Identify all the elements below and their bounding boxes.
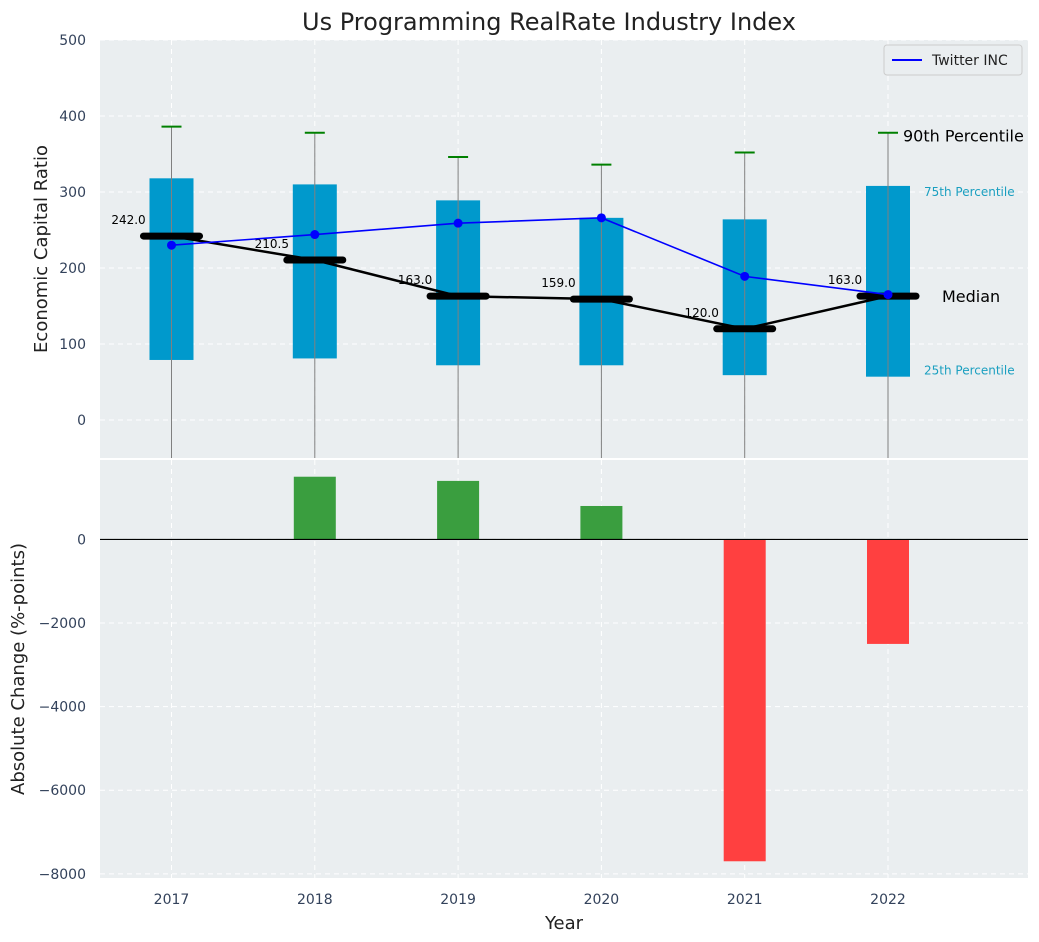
top-y-tick-label: 0 — [77, 413, 86, 429]
change-bar — [723, 539, 766, 862]
annotation-median: Median — [942, 287, 1000, 306]
x-tick-label: 2018 — [297, 892, 333, 908]
company-series-point — [596, 213, 606, 223]
legend-label-twitter-inc: Twitter INC — [931, 53, 1008, 69]
median-value-label: 120.0 — [685, 306, 719, 320]
bottom-panel — [100, 476, 1028, 862]
bottom-y-tick-label: −4000 — [39, 700, 86, 716]
x-tick-label: 2017 — [154, 892, 190, 908]
company-series-point — [310, 230, 320, 240]
change-bar — [437, 480, 480, 540]
bottom-y-tick-label: 0 — [77, 532, 86, 548]
x-axis-label: Year — [544, 913, 584, 934]
company-series-point — [883, 290, 893, 300]
median-value-label: 210.5 — [255, 237, 289, 251]
change-bar — [580, 505, 623, 540]
top-y-axis-label: Economic Capital Ratio — [31, 145, 52, 353]
annotation-75th-percentile: 75th Percentile — [924, 185, 1015, 199]
top-y-tick-label: 300 — [59, 185, 86, 201]
median-value-label: 159.0 — [541, 276, 575, 290]
legend-box — [883, 44, 1023, 76]
annotation-90th-percentile: 90th Percentile — [903, 127, 1024, 146]
top-y-tick-label: 400 — [59, 109, 86, 125]
bottom-panel-background — [100, 460, 1028, 878]
bottom-y-tick-label: −8000 — [39, 867, 86, 883]
median-value-label: 242.0 — [111, 213, 145, 227]
top-panel: 242.0 210.5 163.0 159.0 120.0 163.0 90th Perce… — [111, 125, 1024, 458]
chart-title: Us Programming RealRate Industry Index — [302, 8, 796, 36]
top-y-tick-label: 100 — [59, 337, 86, 353]
x-tick-label: 2021 — [727, 892, 763, 908]
change-bar — [293, 476, 336, 540]
annotation-25th-percentile: 25th Percentile — [924, 364, 1015, 378]
bottom-y-tick-label: −2000 — [39, 616, 86, 632]
bottom-y-tick-label: −6000 — [39, 783, 86, 799]
x-tick-label: 2022 — [870, 892, 906, 908]
bottom-y-axis-label: Absolute Change (%-points) — [8, 543, 29, 795]
top-y-tick-label: 500 — [59, 33, 86, 49]
axes: 0 100 200 300 400 500 0 −2000 −4000 −6000 −8000 201… — [39, 33, 906, 908]
x-tick-label: 2019 — [440, 892, 476, 908]
legend: Twitter INC — [883, 44, 1023, 76]
company-series-point — [453, 218, 463, 228]
company-series-point — [167, 240, 176, 250]
median-value-label: 163.0 — [398, 273, 432, 287]
top-y-tick-label: 200 — [59, 261, 86, 277]
company-series-point — [740, 271, 750, 281]
x-tick-label: 2020 — [584, 892, 620, 908]
company-series-line — [171, 217, 889, 296]
median-value-label: 163.0 — [828, 273, 862, 287]
change-bar — [867, 539, 909, 644]
median-line — [171, 234, 889, 331]
